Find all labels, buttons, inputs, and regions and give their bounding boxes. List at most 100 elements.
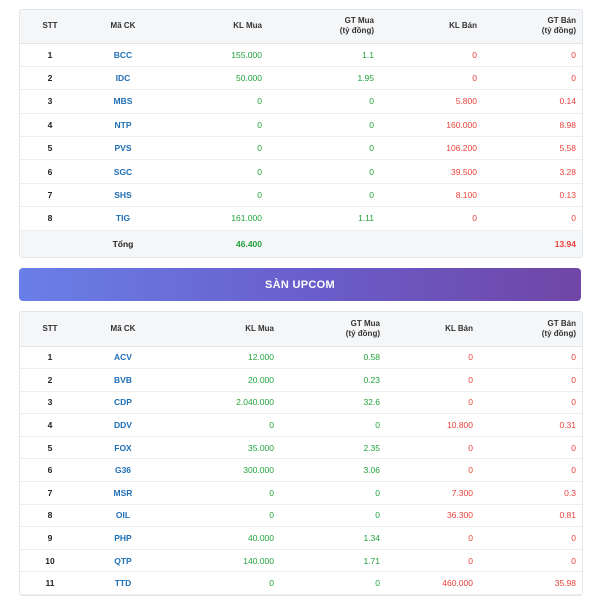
kl-ban-cell: 7.300 — [386, 481, 479, 505]
stock-code-link[interactable]: OIL — [80, 504, 166, 528]
kl-ban-cell: 0 — [386, 458, 479, 483]
stock-code-link[interactable]: QTP — [80, 549, 166, 573]
gt-mua-cell: 0 — [280, 504, 386, 528]
gt-ban-cell: 0 — [479, 549, 582, 573]
header-gt-mua-line2: (tỷ đồng) — [339, 26, 374, 36]
table-row[interactable]: 8 TIG 161.000 1.11 0 0 — [20, 206, 582, 231]
kl-ban-cell: 8.100 — [380, 183, 483, 208]
stock-code-link[interactable]: PHP — [80, 526, 166, 550]
kl-mua-cell: 20.000 — [166, 368, 280, 392]
stock-code-link[interactable]: IDC — [80, 66, 166, 91]
stock-code-link[interactable]: ACV — [80, 346, 166, 370]
kl-mua-cell: 300.000 — [166, 458, 280, 483]
hnx-table-body: 1 BCC 155.000 1.1 0 0 2 IDC 50.000 1.95 0 0 3 MBS 0 0 5.… — [20, 43, 582, 257]
gt-mua-cell: 1.95 — [268, 66, 380, 91]
gt-ban-cell: 0 — [479, 436, 582, 460]
header-gt-mua: GT Mua (tỷ đồng) — [280, 312, 386, 347]
kl-ban-cell: 0 — [386, 346, 479, 370]
gt-mua-cell: 0 — [280, 413, 386, 437]
table-row[interactable]: 7 SHS 0 0 8.100 0.13 — [20, 183, 582, 208]
stock-code-link[interactable]: BVB — [80, 368, 166, 392]
kl-mua-cell: 0 — [166, 504, 280, 528]
stock-code-link[interactable]: G36 — [80, 458, 166, 483]
total-kl-ban-cell — [380, 230, 483, 257]
header-stt: STT — [20, 10, 80, 44]
gt-ban-cell: 0 — [483, 43, 582, 67]
table-row[interactable]: 11 TTD 0 0 460.000 35.98 — [20, 571, 582, 596]
kl-mua-cell: 50.000 — [166, 66, 268, 91]
kl-mua-cell: 155.000 — [166, 43, 268, 67]
gt-ban-cell: 5.58 — [483, 136, 582, 161]
kl-mua-cell: 0 — [166, 89, 268, 114]
gt-ban-cell: 0.3 — [479, 481, 582, 505]
stock-code-link[interactable]: MSR — [80, 481, 166, 505]
stock-code-link[interactable]: PVS — [80, 136, 166, 161]
kl-ban-cell: 460.000 — [386, 571, 479, 596]
kl-ban-cell: 0 — [380, 206, 483, 231]
stock-code-link[interactable]: TIG — [80, 206, 166, 231]
stt-cell: 2 — [20, 66, 80, 91]
table-row[interactable]: 10 QTP 140.000 1.71 0 0 — [20, 549, 582, 573]
stt-cell: 8 — [20, 206, 80, 231]
upcom-section-banner: SÀN UPCOM — [19, 268, 581, 301]
gt-ban-cell: 0 — [483, 206, 582, 231]
stt-cell: 7 — [20, 481, 80, 505]
stt-cell: 5 — [20, 436, 80, 460]
stt-cell: 3 — [20, 89, 80, 114]
header-kl-mua: KL Mua — [166, 10, 268, 44]
table-row[interactable]: 6 SGC 0 0 39.500 3.28 — [20, 159, 582, 184]
total-stt-cell — [20, 230, 80, 257]
table-row[interactable]: 2 BVB 20.000 0.23 0 0 — [20, 368, 582, 392]
header-stt: STT — [20, 312, 80, 347]
table-row[interactable]: 3 MBS 0 0 5.800 0.14 — [20, 89, 582, 114]
stt-cell: 9 — [20, 526, 80, 550]
stock-code-link[interactable]: FOX — [80, 436, 166, 460]
stock-code-link[interactable]: DDV — [80, 413, 166, 437]
kl-ban-cell: 106.200 — [380, 136, 483, 161]
table-row[interactable]: 1 BCC 155.000 1.1 0 0 — [20, 43, 582, 67]
kl-ban-cell: 0 — [380, 66, 483, 91]
total-gt-mua-cell — [268, 230, 380, 257]
table-row[interactable]: 4 NTP 0 0 160.000 8.98 — [20, 113, 582, 138]
gt-mua-cell: 0 — [268, 136, 380, 161]
kl-mua-cell: 140.000 — [166, 549, 280, 573]
kl-mua-cell: 0 — [166, 113, 268, 138]
gt-mua-cell: 0 — [268, 159, 380, 184]
header-kl-mua: KL Mua — [166, 312, 280, 347]
header-kl-ban: KL Bán — [380, 10, 483, 44]
kl-mua-cell: 0 — [166, 481, 280, 505]
gt-ban-cell: 0 — [483, 66, 582, 91]
hnx-table: STT Mã CK KL Mua GT Mua (tỷ đồng) KL Bán … — [20, 10, 582, 257]
stock-code-link[interactable]: BCC — [80, 43, 166, 67]
table-header-row: STT Mã CK KL Mua GT Mua (tỷ đồng) KL Bán … — [20, 312, 582, 347]
table-row[interactable]: 7 MSR 0 0 7.300 0.3 — [20, 481, 582, 505]
kl-mua-cell: 0 — [166, 159, 268, 184]
stock-code-link[interactable]: SGC — [80, 159, 166, 184]
table-row[interactable]: 5 FOX 35.000 2.35 0 0 — [20, 436, 582, 460]
stt-cell: 1 — [20, 346, 80, 370]
table-row[interactable]: 6 G36 300.000 3.06 0 0 — [20, 458, 582, 483]
total-row: Tổng 46.400 13.94 — [20, 230, 582, 257]
table-row[interactable]: 4 DDV 0 0 10.800 0.31 — [20, 413, 582, 437]
table-row[interactable]: 3 CDP 2.040.000 32.6 0 0 — [20, 391, 582, 415]
stt-cell: 6 — [20, 159, 80, 184]
stock-code-link[interactable]: NTP — [80, 113, 166, 138]
gt-ban-cell: 0 — [479, 368, 582, 392]
kl-mua-cell: 0 — [166, 136, 268, 161]
kl-mua-cell: 161.000 — [166, 206, 268, 231]
stock-code-link[interactable]: CDP — [80, 391, 166, 415]
stock-code-link[interactable]: TTD — [80, 571, 166, 596]
stt-cell: 11 — [20, 571, 80, 596]
stt-cell: 8 — [20, 504, 80, 528]
gt-mua-cell: 0.23 — [280, 368, 386, 392]
gt-ban-cell: 0 — [479, 526, 582, 550]
table-row[interactable]: 9 PHP 40.000 1.34 0 0 — [20, 526, 582, 550]
stock-code-link[interactable]: SHS — [80, 183, 166, 208]
table-row[interactable]: 8 OIL 0 0 36.300 0.81 — [20, 504, 582, 528]
kl-ban-cell: 0 — [386, 549, 479, 573]
table-row[interactable]: 2 IDC 50.000 1.95 0 0 — [20, 66, 582, 91]
gt-mua-cell: 1.71 — [280, 549, 386, 573]
table-row[interactable]: 5 PVS 0 0 106.200 5.58 — [20, 136, 582, 161]
stock-code-link[interactable]: MBS — [80, 89, 166, 114]
table-row[interactable]: 1 ACV 12.000 0.58 0 0 — [20, 346, 582, 370]
